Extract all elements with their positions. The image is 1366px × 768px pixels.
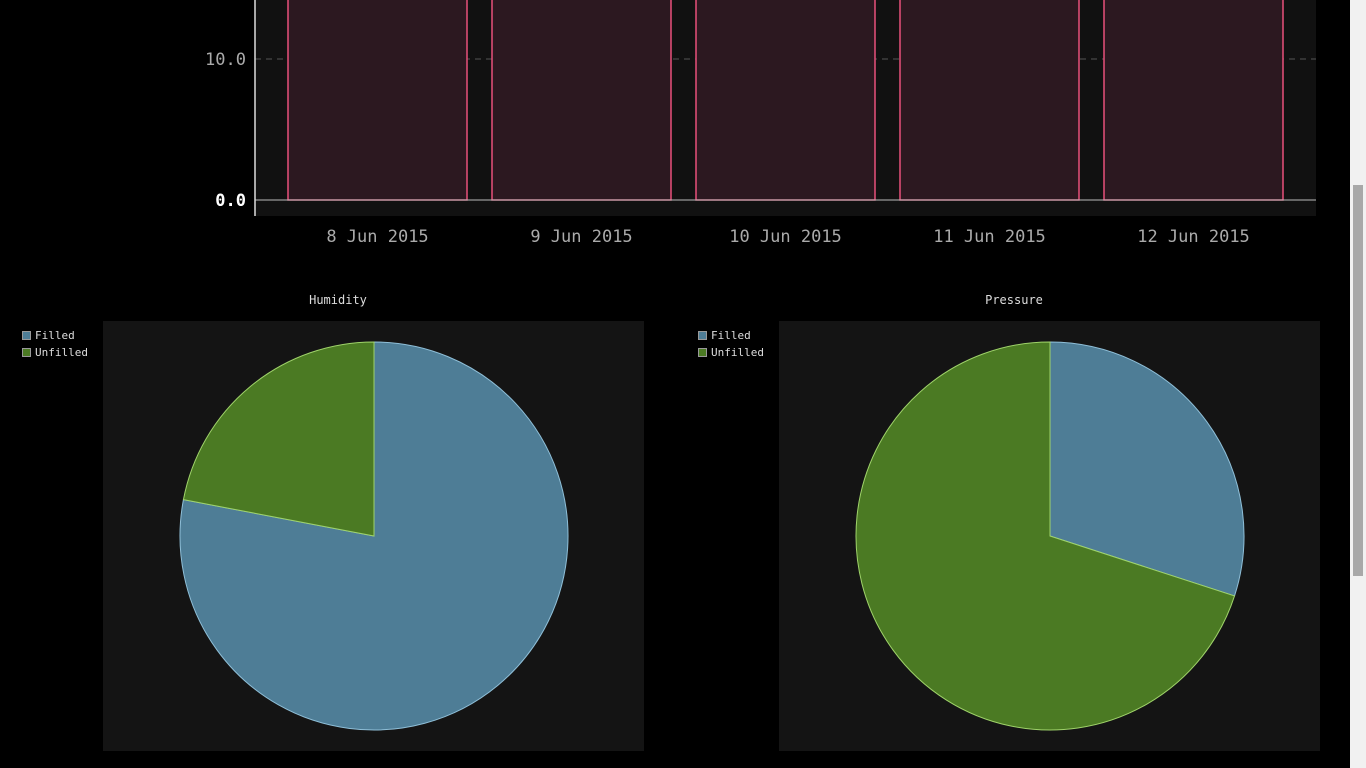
legend-item-unfilled[interactable]: Unfilled xyxy=(22,344,88,361)
y-tick-label: 10.0 xyxy=(205,50,246,70)
humidity-pie-title: Humidity xyxy=(309,293,367,307)
bar[interactable] xyxy=(1103,0,1284,201)
unfilled-swatch xyxy=(698,348,707,357)
x-tick-label: 10 Jun 2015 xyxy=(729,227,842,247)
bar[interactable] xyxy=(287,0,468,201)
pressure-pie-panel: Pressure Filled Unfilled xyxy=(676,286,1352,756)
legend-label-filled: Filled xyxy=(35,329,75,342)
x-tick-label: 12 Jun 2015 xyxy=(1137,227,1250,247)
pie-slice-unfilled[interactable] xyxy=(182,341,375,537)
humidity-pie-panel: Humidity Filled Unfilled xyxy=(0,286,676,756)
legend-item-filled[interactable]: Filled xyxy=(698,327,764,344)
legend-item-filled[interactable]: Filled xyxy=(22,327,88,344)
vertical-scrollbar[interactable] xyxy=(1350,0,1366,768)
x-tick-label: 11 Jun 2015 xyxy=(933,227,1046,247)
y-tick-label: 0.0 xyxy=(215,191,246,211)
unfilled-swatch xyxy=(22,348,31,357)
legend-label-unfilled: Unfilled xyxy=(35,346,88,359)
x-tick-label: 9 Jun 2015 xyxy=(530,227,632,247)
humidity-legend: Filled Unfilled xyxy=(22,327,88,361)
scrollbar-thumb[interactable] xyxy=(1353,185,1363,576)
legend-label-unfilled: Unfilled xyxy=(711,346,764,359)
bar-chart: 8 Jun 2015 9 Jun 2015 10 Jun 2015 11 Jun 20… xyxy=(205,0,1316,247)
pie-slice-filled[interactable] xyxy=(1049,341,1245,597)
filled-swatch xyxy=(22,331,31,340)
x-tick-label: 8 Jun 2015 xyxy=(326,227,428,247)
bar[interactable] xyxy=(899,0,1080,201)
pressure-legend: Filled Unfilled xyxy=(698,327,764,361)
pressure-pie xyxy=(855,341,1245,731)
filled-swatch xyxy=(698,331,707,340)
bar[interactable] xyxy=(695,0,876,201)
humidity-pie xyxy=(179,341,569,731)
legend-label-filled: Filled xyxy=(711,329,751,342)
pie-slice-filled[interactable] xyxy=(179,341,569,731)
legend-item-unfilled[interactable]: Unfilled xyxy=(698,344,764,361)
pie-slice-unfilled[interactable] xyxy=(855,341,1236,731)
bar[interactable] xyxy=(491,0,672,201)
pressure-pie-title: Pressure xyxy=(985,293,1043,307)
